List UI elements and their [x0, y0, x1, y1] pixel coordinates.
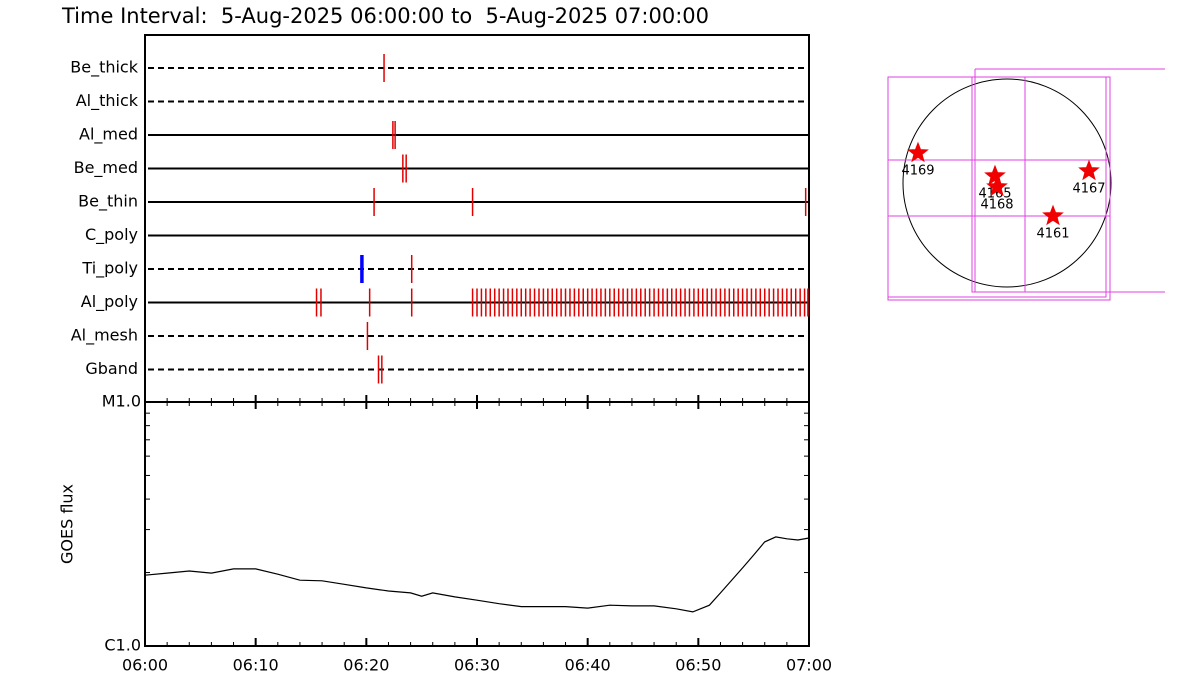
x-tick-label: 06:40 — [565, 656, 611, 675]
row-label: Be_thin — [78, 192, 138, 212]
region-label: 4165 — [978, 187, 1011, 202]
row-label: Al_poly — [81, 292, 138, 312]
panel-frame — [144, 401, 810, 647]
y-tick-label: C1.0 — [104, 636, 141, 655]
panel-frame — [144, 34, 810, 403]
row-label: Be_med — [74, 158, 138, 178]
x-tick-label: 06:30 — [454, 656, 500, 675]
row-label: Al_mesh — [71, 326, 138, 346]
row-label: Al_thick — [76, 91, 139, 111]
x-tick-label: 06:20 — [343, 656, 389, 675]
region-label: 4168 — [980, 198, 1013, 213]
region-label: 4167 — [1072, 182, 1105, 197]
region-label: 4161 — [1036, 227, 1069, 242]
region-star — [984, 164, 1006, 186]
row-label: Al_med — [79, 125, 138, 145]
x-tick-label: 06:00 — [122, 656, 168, 675]
x-tick-label: 06:50 — [675, 656, 721, 675]
solar-disk — [902, 78, 1112, 288]
goes-line — [144, 536, 810, 613]
row-label: Be_thick — [70, 58, 138, 78]
x-tick-label: 07:00 — [786, 656, 832, 675]
region-label: 4169 — [901, 164, 934, 179]
y-tick-label: M1.0 — [102, 392, 141, 411]
region-star — [986, 175, 1008, 197]
row-label: C_poly — [85, 225, 138, 245]
region-star — [1078, 159, 1100, 181]
region-star — [1042, 204, 1064, 226]
fov-boxes — [887, 68, 1165, 301]
region-star — [907, 141, 929, 163]
row-label: Ti_poly — [81, 259, 138, 279]
row-label: Gband — [85, 359, 138, 378]
y-axis-label: GOES flux — [58, 484, 77, 564]
x-tick-label: 06:10 — [233, 656, 279, 675]
title: Time Interval: 5-Aug-2025 06:00:00 to 5-… — [61, 4, 709, 28]
